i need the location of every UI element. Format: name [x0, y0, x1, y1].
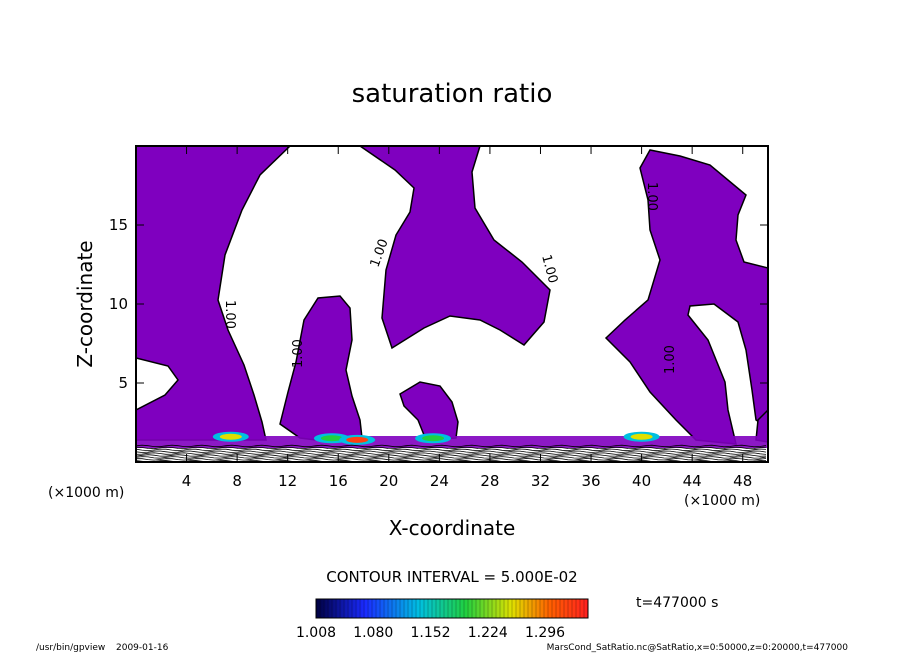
contour-interval: CONTOUR INTERVAL = 5.000E-02 [326, 568, 577, 586]
hotspots [212, 431, 660, 445]
x-tick-label: 36 [581, 472, 600, 490]
x-tick-label: 32 [531, 472, 550, 490]
colorbar-tick-label: 1.152 [410, 625, 450, 641]
colorbar-tick-label: 1.080 [353, 625, 393, 641]
surface-contour [136, 452, 767, 455]
chart-title: saturation ratio [352, 79, 553, 109]
surface-contour [136, 448, 767, 452]
y-tick-label: 15 [109, 216, 128, 234]
hotspot-core [320, 435, 343, 442]
region-right [604, 146, 768, 445]
region-center [358, 146, 551, 350]
x-tick-label: 24 [430, 472, 449, 490]
colorbar-tick-label: 1.224 [468, 625, 508, 641]
hotspot-core [219, 433, 242, 440]
surface-contour [136, 450, 767, 453]
x-tick-label: 12 [278, 472, 297, 490]
x-tick-label: 8 [232, 472, 242, 490]
region-left [136, 146, 292, 441]
y-tick-label: 5 [118, 374, 128, 392]
x-tick-label: 40 [632, 472, 651, 490]
hotspot-core [422, 435, 445, 442]
surface-contour [136, 454, 767, 457]
x-tick-label: 48 [733, 472, 752, 490]
supersaturated-regions [136, 146, 768, 448]
colorbar-tick-label: 1.008 [296, 625, 336, 641]
x-tick-label: 20 [379, 472, 398, 490]
contour-label: 1.00 [663, 345, 678, 374]
x-axis-unit: (×1000 m) [684, 493, 760, 509]
footer-source: MarsCond_SatRatio.nc@SatRatio,x=0:50000,… [547, 643, 849, 653]
surface-contour [136, 456, 767, 459]
x-axis-title: X-coordinate [389, 516, 516, 540]
y-axis-title: Z-coordinate [73, 240, 97, 367]
contour-label: 1.00 [538, 253, 560, 285]
y-tick-label: 10 [109, 295, 128, 313]
colorbar-tick-label: 1.296 [525, 625, 565, 641]
colorbar-stripes [315, 599, 589, 618]
region-small-24 [399, 381, 459, 441]
contour-label: 1.00 [291, 339, 306, 368]
y-axis-unit: (×1000 m) [48, 485, 124, 501]
contour-label: 1.00 [644, 182, 659, 211]
time-label: t=477000 s [636, 595, 718, 611]
footer-date: 2009-01-16 [116, 643, 169, 653]
hotspot-core [630, 433, 653, 440]
x-tick-label: 16 [329, 472, 348, 490]
surface-contour [136, 444, 767, 448]
x-tick-label: 4 [182, 472, 192, 490]
surface-contour [136, 458, 767, 461]
footer-program: /usr/bin/gpview [36, 643, 105, 653]
surface-contour [136, 446, 767, 450]
colorbar-tick-labels: 1.008 1.080 1.152 1.224 1.296 [296, 625, 565, 641]
x-tick-label: 28 [480, 472, 499, 490]
surface-contour-lines [136, 444, 767, 462]
x-tick-label: 44 [683, 472, 702, 490]
hotspot-core [346, 436, 369, 443]
contour-label: 1.00 [222, 300, 237, 329]
